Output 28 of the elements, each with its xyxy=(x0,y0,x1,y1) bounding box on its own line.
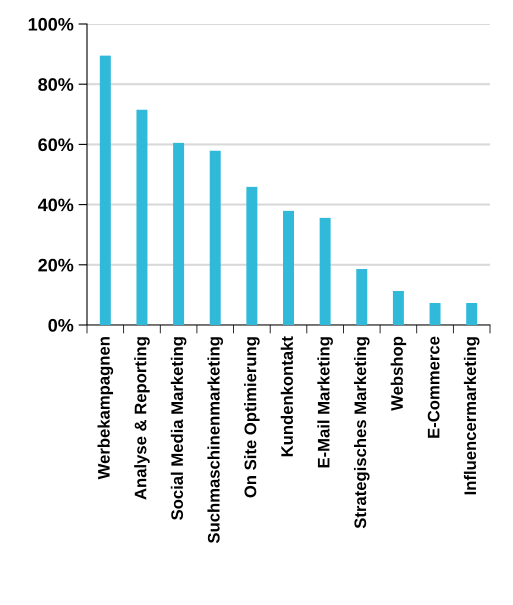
y-tick-label: 20% xyxy=(38,258,74,272)
bar xyxy=(173,142,184,325)
x-tick-label: Influencermarketing xyxy=(464,337,480,494)
x-tick-label: Social Media Marketing xyxy=(170,337,186,520)
bar xyxy=(430,303,441,325)
x-tick-label: On Site Optimierung xyxy=(244,337,260,498)
x-tick-label: Suchmaschinenmarketing xyxy=(207,337,224,544)
y-tick-label: 80% xyxy=(38,78,74,91)
x-tick-label: E-Commerce xyxy=(428,336,440,438)
x-tick-label: Analyse & Reporting xyxy=(134,337,150,500)
bar xyxy=(246,186,258,325)
y-tick-label: 60% xyxy=(38,138,74,152)
bar xyxy=(356,269,368,325)
x-tick-label: Werbekampagnen xyxy=(98,337,114,480)
bar xyxy=(392,290,404,325)
y-tick-label: 40% xyxy=(38,198,74,212)
bar xyxy=(320,218,331,325)
bar xyxy=(210,150,221,325)
y-tick-label: 100% xyxy=(28,18,74,31)
bar xyxy=(466,303,478,325)
bar xyxy=(100,56,111,325)
x-tick-label: Webshop xyxy=(390,336,406,411)
y-tick-label: 0% xyxy=(48,318,74,332)
bar xyxy=(283,210,294,325)
x-tick-label: E-Mail Marketing xyxy=(317,337,333,468)
bar xyxy=(136,110,148,325)
x-tick-label: Kundenkontakt xyxy=(280,336,293,456)
x-tick-label: Strategisches Marketing xyxy=(354,337,370,528)
